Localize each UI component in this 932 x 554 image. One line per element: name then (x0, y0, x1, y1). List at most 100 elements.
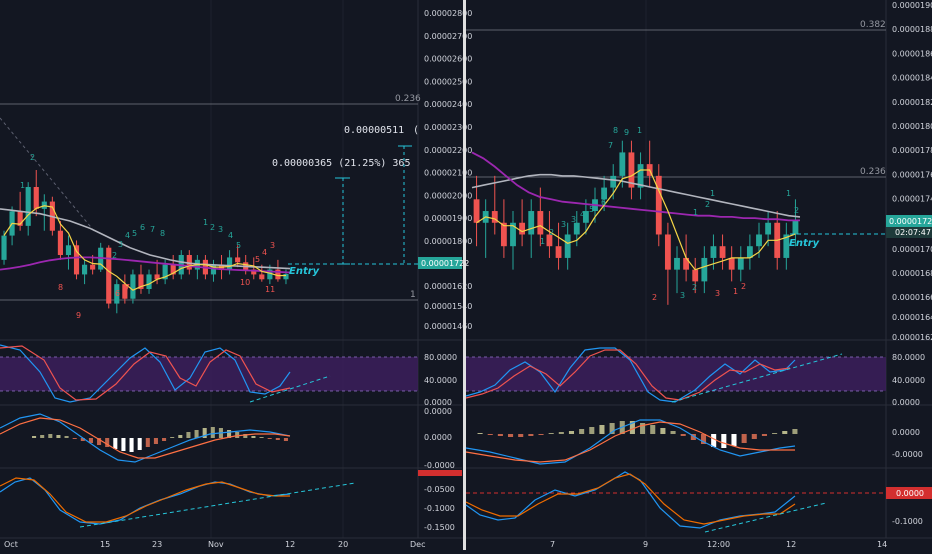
macd-histogram-bar (170, 437, 175, 438)
macd-histogram-bar (568, 431, 575, 434)
td-count-green: 2 (692, 283, 697, 292)
macd-histogram-bar (145, 438, 150, 447)
macd-histogram-bar (251, 436, 256, 438)
macd-histogram-bar (579, 429, 585, 434)
oscillator-axis-label: -0.0500 (424, 485, 455, 494)
price-axis-label: 0.00001820 (892, 98, 932, 107)
stoch-d-line (465, 349, 791, 401)
price-axis-label: 0.00001540 (424, 302, 472, 311)
candle-body (259, 274, 265, 280)
macd-line (0, 413, 291, 463)
oscillator-line-a (465, 471, 796, 529)
td-count-red: 3 (715, 289, 720, 298)
time-axis-label: 9 (643, 540, 648, 549)
fib-level-label: 0.236 (860, 167, 886, 177)
countdown-tag (886, 227, 932, 238)
macd-histogram-bar (508, 434, 514, 437)
td-count-red: 3 (270, 241, 275, 250)
stoch-axis-label: 40.0000 (424, 376, 457, 385)
oscillator-tag (886, 487, 932, 499)
macd-histogram-bar (609, 423, 615, 434)
oscillator-line-b (0, 477, 290, 523)
td-count-green: 2 (112, 251, 117, 260)
oscillator-axis-label: -0.1500 (424, 523, 455, 532)
macd-histogram-bar (137, 438, 142, 450)
td-count-green: 1 (693, 208, 698, 217)
macd-histogram-bar (88, 438, 93, 443)
macd-histogram-bar (670, 431, 676, 434)
td-count-green: 6 (140, 223, 145, 232)
price-axis-label: 0.00002800 (424, 9, 472, 18)
candle-body (275, 269, 281, 280)
macd-histogram-bar (243, 434, 248, 438)
price-axis-label: 0.00001900 (892, 1, 932, 10)
candle-body (251, 269, 257, 275)
candle-body (765, 222, 772, 235)
macd-histogram-bar (782, 431, 788, 434)
candle-body (564, 234, 571, 258)
macd-signal-line (465, 421, 795, 463)
time-axis-label: 12 (786, 540, 796, 549)
macd-histogram-bar (129, 438, 134, 452)
macd-histogram-bar (599, 425, 605, 434)
stoch-trendline (249, 375, 331, 403)
td-count-red: 2 (741, 282, 746, 291)
right-price-axis: 0.00001900 0.00001880 0.00001860 0.00001840… (892, 1, 932, 342)
candle-body (122, 284, 128, 299)
candle-body (210, 264, 217, 275)
macd-histogram-bar (259, 437, 264, 438)
macd-histogram-bar (48, 434, 53, 438)
panel-divider[interactable] (463, 0, 466, 550)
candle-body (783, 234, 790, 258)
td-count-green: 7 (150, 225, 155, 234)
stoch-band (466, 357, 886, 391)
price-axis-label: 0.00001660 (892, 293, 932, 302)
candle-body (114, 284, 120, 304)
candle-body (601, 187, 608, 200)
oscillator-axis-label: -0.1000 (424, 504, 455, 513)
macd-axis-label: 0.0000 (424, 433, 452, 442)
candle-body (162, 264, 168, 280)
td-count-green: 1 (203, 218, 208, 227)
macd-histogram-bar (711, 434, 717, 447)
price-axis-label: 0.00001800 (424, 237, 472, 246)
current-price-tag (886, 215, 932, 227)
macd-histogram-bar (64, 436, 69, 438)
price-axis-label: 0.00001800 (892, 122, 932, 131)
left-price-axis: 0.00002800 0.00002700 0.00002600 0.00002500… (424, 9, 472, 331)
price-axis-label: 0.00001740 (892, 195, 932, 204)
td-count-green: 2 (705, 200, 710, 209)
candle-body (610, 175, 617, 188)
macd-histogram-bar (528, 434, 534, 436)
candle-body (82, 264, 88, 275)
ma-purple-line (0, 256, 291, 274)
candle-body (528, 211, 535, 235)
candle-body (283, 273, 289, 280)
time-axis-label: 7 (550, 540, 555, 549)
macd-histogram-bar (40, 435, 45, 438)
candle-body (582, 211, 589, 223)
stoch-k-line (465, 347, 796, 403)
time-axis-label: 15 (100, 540, 110, 549)
td-count-green: 4 (228, 231, 233, 240)
candle-body (710, 246, 717, 258)
price-axis-label: 0.00001780 (892, 146, 932, 155)
price-axis-label: 0.00001880 (892, 25, 932, 34)
candle-body (33, 187, 39, 209)
macd-histogram-bar (97, 438, 102, 445)
td-count-green: 2 (549, 228, 554, 237)
candle-body (138, 274, 144, 289)
macd-histogram-bar (186, 432, 191, 438)
current-price-tag (418, 257, 462, 269)
td-count-red: 5 (255, 255, 260, 264)
candle-body (1, 235, 7, 260)
candle-body (130, 274, 136, 299)
price-axis-label: 0.00001760 (892, 170, 932, 179)
macd-histogram-bar (162, 438, 167, 441)
td-count-red: 2 (652, 293, 657, 302)
macd-histogram-bar (761, 434, 767, 436)
price-axis-label: 0.00001644 (892, 313, 932, 322)
candle-body (227, 257, 233, 270)
td-count-red: 8 (58, 283, 63, 292)
